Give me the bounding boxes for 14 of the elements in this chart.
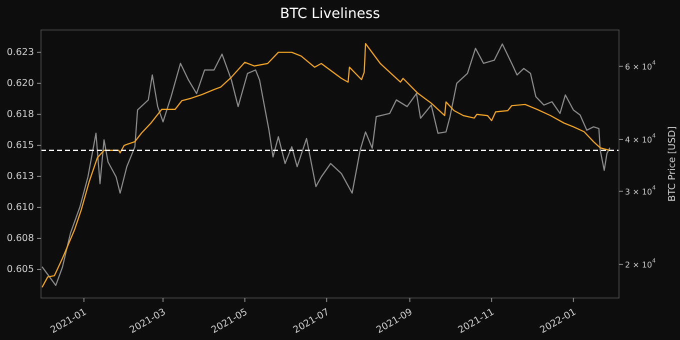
y-tick-label: 0.618 <box>6 108 34 120</box>
y2-tick-label: 6 × 10$^{4}$ <box>625 59 656 71</box>
y2-axis-title: BTC Price [USD] <box>666 126 678 202</box>
y2-tick-label: 2 × 10$^{4}$ <box>625 257 656 269</box>
y-tick-label: 0.613 <box>6 170 34 182</box>
y-tick-label: 0.623 <box>6 46 34 58</box>
y-tick-label: 0.610 <box>6 202 34 213</box>
y-tick-label: 0.605 <box>6 264 34 275</box>
y-tick-label: 0.620 <box>6 78 34 89</box>
y-tick-label: 0.615 <box>6 140 34 151</box>
y2-tick-label: 4 × 10$^{4}$ <box>625 132 656 144</box>
chart-title: BTC Liveliness <box>280 6 380 22</box>
y-tick-label: 0.608 <box>6 232 34 244</box>
y2-tick-label: 3 × 10$^{4}$ <box>625 184 656 196</box>
